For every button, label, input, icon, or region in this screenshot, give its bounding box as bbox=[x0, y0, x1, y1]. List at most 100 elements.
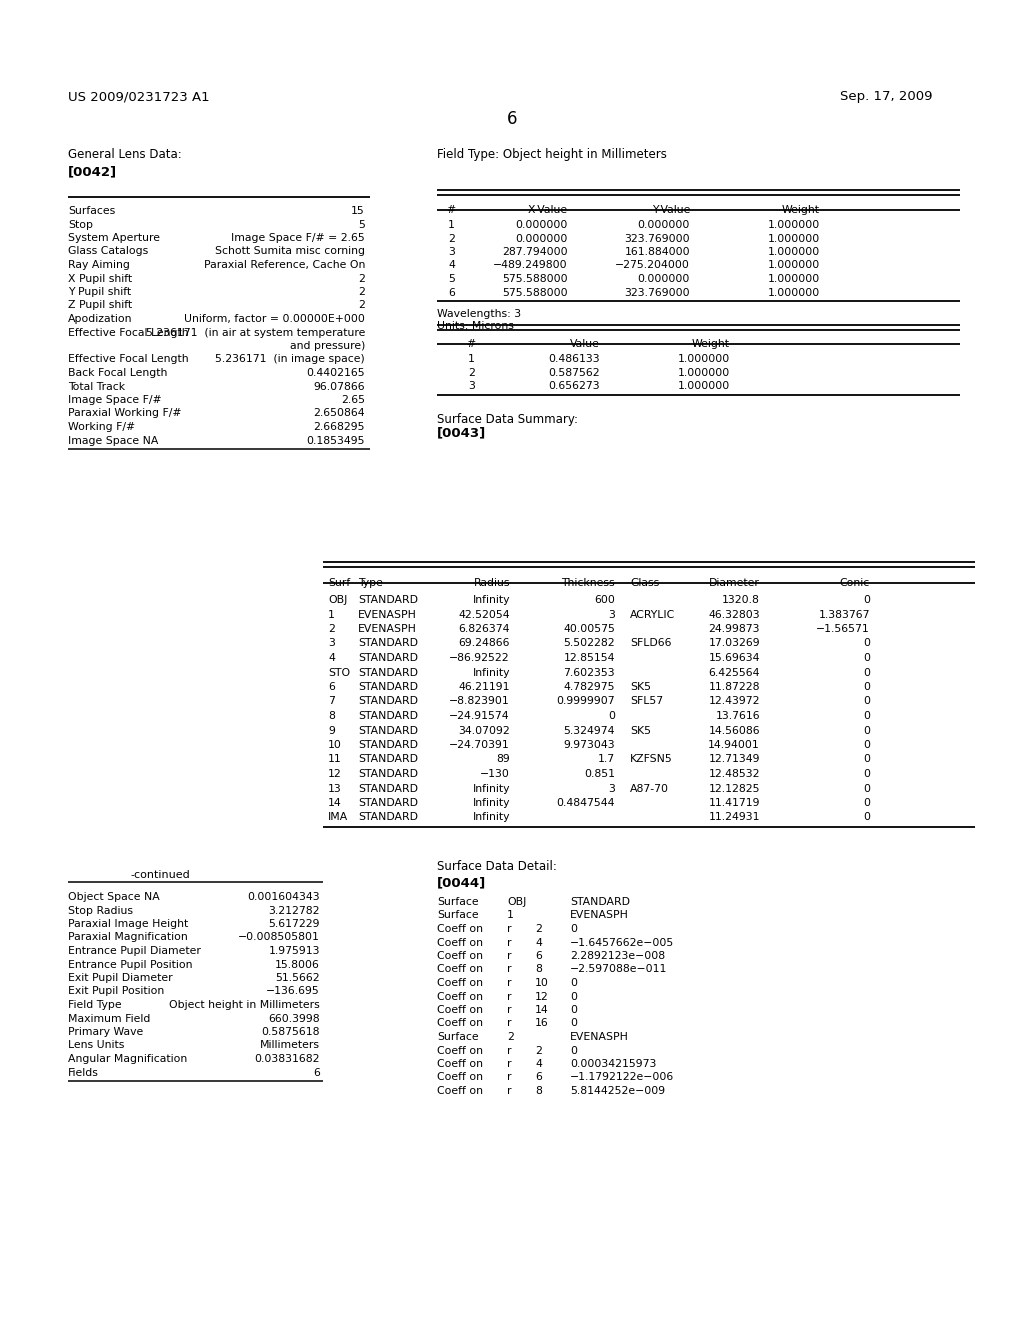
Text: 0: 0 bbox=[863, 711, 870, 721]
Text: Diameter: Diameter bbox=[710, 578, 760, 587]
Text: 15: 15 bbox=[351, 206, 365, 216]
Text: SK5: SK5 bbox=[630, 682, 651, 692]
Text: Exit Pupil Diameter: Exit Pupil Diameter bbox=[68, 973, 173, 983]
Text: OBJ: OBJ bbox=[507, 898, 526, 907]
Text: 287.794000: 287.794000 bbox=[503, 247, 568, 257]
Text: 14: 14 bbox=[535, 1005, 549, 1015]
Text: 0: 0 bbox=[570, 991, 577, 1002]
Text: 0.000000: 0.000000 bbox=[638, 275, 690, 284]
Text: Surface: Surface bbox=[437, 898, 478, 907]
Text: 0.851: 0.851 bbox=[584, 770, 615, 779]
Text: SK5: SK5 bbox=[630, 726, 651, 735]
Text: STANDARD: STANDARD bbox=[570, 898, 630, 907]
Text: 12.85154: 12.85154 bbox=[563, 653, 615, 663]
Text: 6.425564: 6.425564 bbox=[709, 668, 760, 677]
Text: Coeff on: Coeff on bbox=[437, 1059, 483, 1069]
Text: r: r bbox=[507, 1005, 512, 1015]
Text: 0.000000: 0.000000 bbox=[516, 234, 568, 243]
Text: 24.99873: 24.99873 bbox=[709, 624, 760, 634]
Text: STANDARD: STANDARD bbox=[358, 741, 418, 750]
Text: 6: 6 bbox=[535, 950, 542, 961]
Text: STANDARD: STANDARD bbox=[358, 784, 418, 793]
Text: 8: 8 bbox=[535, 1086, 542, 1096]
Text: 12: 12 bbox=[328, 770, 342, 779]
Text: 5.236171  (in image space): 5.236171 (in image space) bbox=[215, 355, 365, 364]
Text: 89: 89 bbox=[497, 755, 510, 764]
Text: Paraxial Reference, Cache On: Paraxial Reference, Cache On bbox=[204, 260, 365, 271]
Text: 1.7: 1.7 bbox=[598, 755, 615, 764]
Text: 11.24931: 11.24931 bbox=[709, 813, 760, 822]
Text: STANDARD: STANDARD bbox=[358, 682, 418, 692]
Text: 1.000000: 1.000000 bbox=[768, 247, 820, 257]
Text: −275.204000: −275.204000 bbox=[615, 260, 690, 271]
Text: Infinity: Infinity bbox=[472, 595, 510, 605]
Text: 15.69634: 15.69634 bbox=[709, 653, 760, 663]
Text: EVENASPH: EVENASPH bbox=[358, 624, 417, 634]
Text: [0044]: [0044] bbox=[437, 876, 486, 888]
Text: 6: 6 bbox=[313, 1068, 319, 1077]
Text: 0: 0 bbox=[863, 697, 870, 706]
Text: 1.000000: 1.000000 bbox=[768, 275, 820, 284]
Text: −24.91574: −24.91574 bbox=[450, 711, 510, 721]
Text: SFL57: SFL57 bbox=[630, 697, 664, 706]
Text: 3: 3 bbox=[468, 381, 475, 391]
Text: Coeff on: Coeff on bbox=[437, 1005, 483, 1015]
Text: −24.70391: −24.70391 bbox=[450, 741, 510, 750]
Text: STANDARD: STANDARD bbox=[358, 668, 418, 677]
Text: Object height in Millimeters: Object height in Millimeters bbox=[169, 1001, 319, 1010]
Text: Wavelengths: 3: Wavelengths: 3 bbox=[437, 309, 521, 319]
Text: 1320.8: 1320.8 bbox=[722, 595, 760, 605]
Text: 14: 14 bbox=[328, 799, 342, 808]
Text: Coeff on: Coeff on bbox=[437, 1019, 483, 1028]
Text: Apodization: Apodization bbox=[68, 314, 132, 323]
Text: −1.1792122e−006: −1.1792122e−006 bbox=[570, 1072, 674, 1082]
Text: #: # bbox=[466, 339, 475, 348]
Text: 0.9999907: 0.9999907 bbox=[556, 697, 615, 706]
Text: 4: 4 bbox=[449, 260, 455, 271]
Text: −0.008505801: −0.008505801 bbox=[239, 932, 319, 942]
Text: 5.324974: 5.324974 bbox=[563, 726, 615, 735]
Text: 10: 10 bbox=[328, 741, 342, 750]
Text: 14.56086: 14.56086 bbox=[709, 726, 760, 735]
Text: Effective Focal Length: Effective Focal Length bbox=[68, 327, 188, 338]
Text: STANDARD: STANDARD bbox=[358, 653, 418, 663]
Text: 2: 2 bbox=[358, 286, 365, 297]
Text: r: r bbox=[507, 1045, 512, 1056]
Text: X-Value: X-Value bbox=[528, 205, 568, 215]
Text: −489.249800: −489.249800 bbox=[494, 260, 568, 271]
Text: 0.00034215973: 0.00034215973 bbox=[570, 1059, 656, 1069]
Text: 0.000000: 0.000000 bbox=[516, 220, 568, 230]
Text: Coeff on: Coeff on bbox=[437, 1045, 483, 1056]
Text: STANDARD: STANDARD bbox=[358, 639, 418, 648]
Text: Stop: Stop bbox=[68, 219, 93, 230]
Text: ACRYLIC: ACRYLIC bbox=[630, 610, 675, 619]
Text: 2: 2 bbox=[468, 367, 475, 378]
Text: Y-Value: Y-Value bbox=[651, 205, 690, 215]
Text: −1.56571: −1.56571 bbox=[816, 624, 870, 634]
Text: EVENASPH: EVENASPH bbox=[570, 1032, 629, 1041]
Text: 6: 6 bbox=[328, 682, 335, 692]
Text: 9.973043: 9.973043 bbox=[563, 741, 615, 750]
Text: 0.486133: 0.486133 bbox=[549, 354, 600, 364]
Text: 0.000000: 0.000000 bbox=[638, 220, 690, 230]
Text: 4: 4 bbox=[328, 653, 335, 663]
Text: 660.3998: 660.3998 bbox=[268, 1014, 319, 1023]
Text: Stop Radius: Stop Radius bbox=[68, 906, 133, 916]
Text: 2: 2 bbox=[328, 624, 335, 634]
Text: r: r bbox=[507, 924, 512, 935]
Text: 6: 6 bbox=[535, 1072, 542, 1082]
Text: 42.52054: 42.52054 bbox=[459, 610, 510, 619]
Text: 0: 0 bbox=[570, 924, 577, 935]
Text: 11.41719: 11.41719 bbox=[709, 799, 760, 808]
Text: 3: 3 bbox=[608, 610, 615, 619]
Text: 0: 0 bbox=[863, 813, 870, 822]
Text: 13.7616: 13.7616 bbox=[716, 711, 760, 721]
Text: Paraxial Magnification: Paraxial Magnification bbox=[68, 932, 187, 942]
Text: r: r bbox=[507, 937, 512, 948]
Text: Type: Type bbox=[358, 578, 383, 587]
Text: r: r bbox=[507, 1059, 512, 1069]
Text: 96.07866: 96.07866 bbox=[313, 381, 365, 392]
Text: STANDARD: STANDARD bbox=[358, 595, 418, 605]
Text: US 2009/0231723 A1: US 2009/0231723 A1 bbox=[68, 90, 210, 103]
Text: 2: 2 bbox=[507, 1032, 514, 1041]
